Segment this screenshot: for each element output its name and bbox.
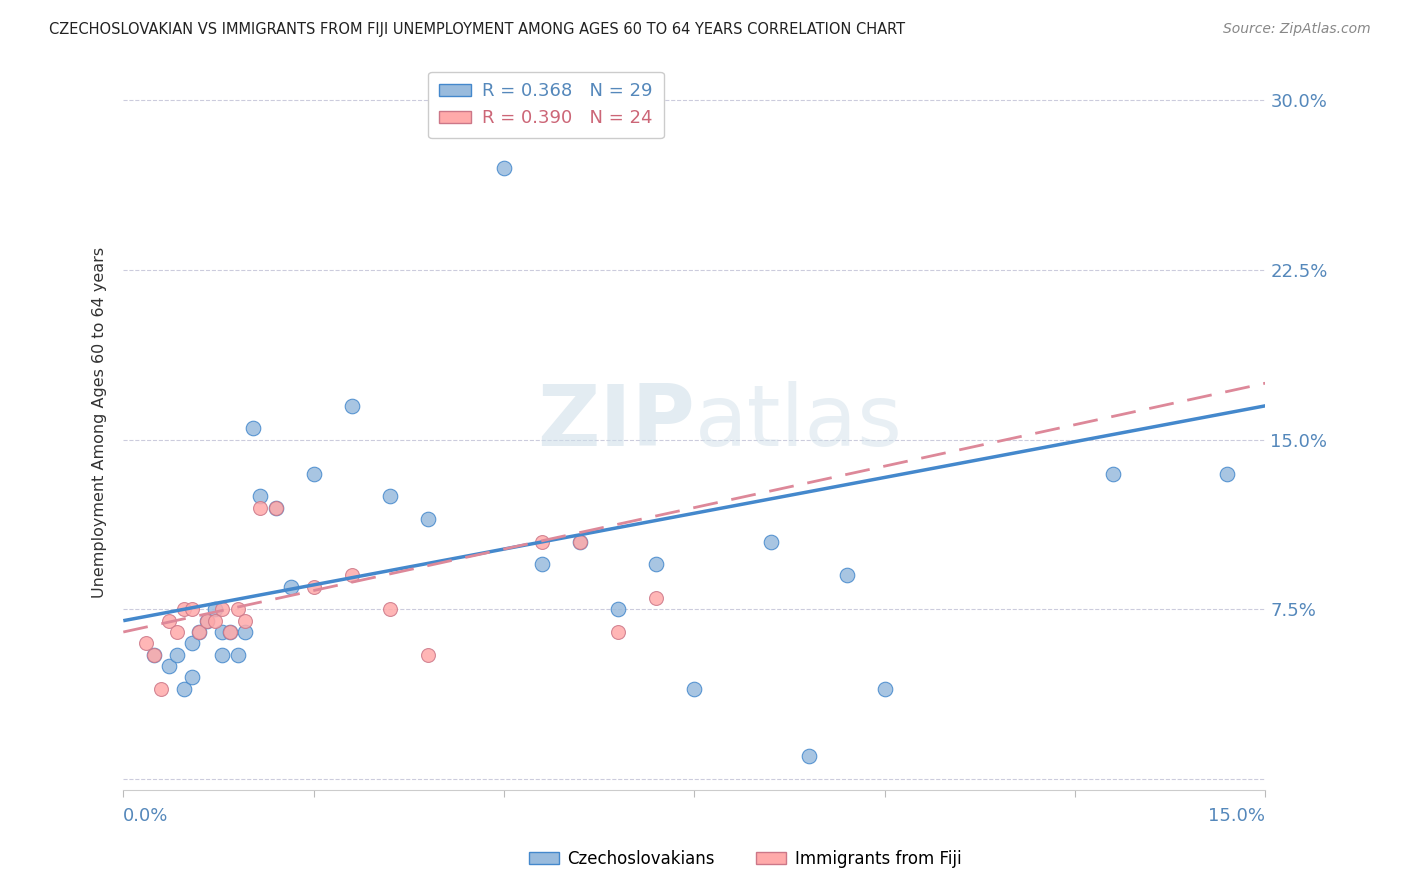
Point	[173, 602, 195, 616]
Point	[195, 614, 218, 628]
Point	[204, 602, 226, 616]
Point	[135, 636, 157, 650]
Point	[645, 557, 668, 571]
Point	[873, 681, 896, 696]
Point	[264, 500, 287, 515]
Text: 15.0%: 15.0%	[1209, 806, 1265, 824]
Point	[150, 681, 173, 696]
Point	[302, 467, 325, 481]
Legend: R = 0.368   N = 29, R = 0.390   N = 24: R = 0.368 N = 29, R = 0.390 N = 24	[429, 71, 664, 138]
Point	[531, 534, 554, 549]
Point	[233, 625, 256, 640]
Point	[233, 614, 256, 628]
Point	[211, 648, 233, 662]
Point	[188, 625, 211, 640]
Legend: Czechoslovakians, Immigrants from Fiji: Czechoslovakians, Immigrants from Fiji	[522, 844, 969, 875]
Text: 0.0%: 0.0%	[124, 806, 169, 824]
Point	[219, 625, 242, 640]
Point	[157, 659, 180, 673]
Point	[226, 602, 249, 616]
Point	[249, 500, 271, 515]
Point	[416, 648, 439, 662]
Point	[569, 534, 592, 549]
Point	[180, 670, 202, 684]
Point	[531, 557, 554, 571]
Point	[211, 602, 233, 616]
Point	[188, 625, 211, 640]
Point	[195, 614, 218, 628]
Text: Source: ZipAtlas.com: Source: ZipAtlas.com	[1223, 22, 1371, 37]
Point	[219, 625, 242, 640]
Point	[142, 648, 165, 662]
Point	[204, 614, 226, 628]
Point	[607, 602, 630, 616]
Point	[759, 534, 782, 549]
Point	[1102, 467, 1125, 481]
Point	[340, 399, 363, 413]
Point	[157, 614, 180, 628]
Point	[249, 489, 271, 503]
Point	[378, 602, 401, 616]
Point	[607, 625, 630, 640]
Point	[242, 421, 264, 435]
Text: atlas: atlas	[695, 381, 903, 464]
Text: CZECHOSLOVAKIAN VS IMMIGRANTS FROM FIJI UNEMPLOYMENT AMONG AGES 60 TO 64 YEARS C: CZECHOSLOVAKIAN VS IMMIGRANTS FROM FIJI …	[49, 22, 905, 37]
Point	[142, 648, 165, 662]
Point	[166, 648, 188, 662]
Point	[211, 625, 233, 640]
Point	[645, 591, 668, 605]
Point	[492, 161, 515, 176]
Point	[226, 648, 249, 662]
Text: ZIP: ZIP	[537, 381, 695, 464]
Point	[280, 580, 302, 594]
Point	[166, 625, 188, 640]
Point	[180, 636, 202, 650]
Point	[302, 580, 325, 594]
Point	[180, 602, 202, 616]
Point	[835, 568, 858, 582]
Point	[416, 512, 439, 526]
Point	[264, 500, 287, 515]
Point	[569, 534, 592, 549]
Point	[797, 749, 820, 764]
Y-axis label: Unemployment Among Ages 60 to 64 years: Unemployment Among Ages 60 to 64 years	[93, 247, 107, 599]
Point	[340, 568, 363, 582]
Point	[378, 489, 401, 503]
Point	[173, 681, 195, 696]
Point	[683, 681, 706, 696]
Point	[1216, 467, 1239, 481]
